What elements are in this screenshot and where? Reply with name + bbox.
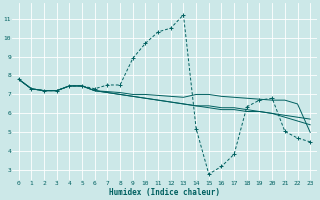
X-axis label: Humidex (Indice chaleur): Humidex (Indice chaleur) [109,188,220,197]
